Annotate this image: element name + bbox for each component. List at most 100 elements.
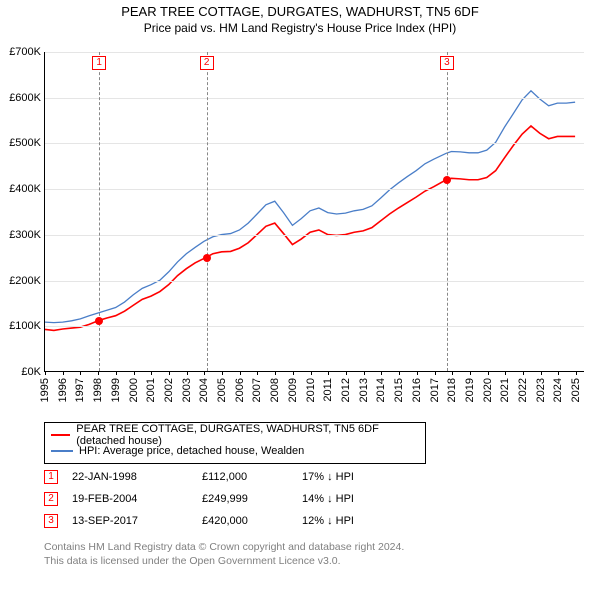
x-tick-label: 1999 [110,378,122,402]
x-tick [151,371,152,375]
sale-diff: 17% ↓ HPI [302,471,402,483]
y-tick-label: £200K [9,275,41,287]
sale-marker-box: 3 [440,56,454,70]
x-tick [98,371,99,375]
sale-date: 13-SEP-2017 [72,515,202,527]
x-tick-label: 2011 [322,378,334,402]
x-tick [470,371,471,375]
gridline [45,235,584,236]
y-tick-label: £300K [9,229,41,241]
gridline [45,281,584,282]
legend-row: PEAR TREE COTTAGE, DURGATES, WADHURST, T… [51,427,419,443]
sale-price: £249,999 [202,493,302,505]
x-tick [257,371,258,375]
gridline [45,52,584,53]
x-tick-label: 2002 [163,378,175,402]
sale-marker-line [207,52,208,371]
x-tick [505,371,506,375]
sale-marker-box: 1 [92,56,106,70]
y-tick-label: £0K [21,366,41,378]
y-tick-label: £400K [9,183,41,195]
sales-table: 122-JAN-1998£112,00017% ↓ HPI219-FEB-200… [44,466,402,532]
x-tick-label: 2004 [198,378,210,402]
sales-row: 122-JAN-1998£112,00017% ↓ HPI [44,466,402,488]
legend-swatch [51,434,70,436]
x-tick [541,371,542,375]
x-tick [435,371,436,375]
chart-title: PEAR TREE COTTAGE, DURGATES, WADHURST, T… [0,4,600,19]
x-tick-label: 2006 [234,378,246,402]
x-tick [293,371,294,375]
x-tick [204,371,205,375]
y-tick-label: £700K [9,46,41,58]
x-tick-label: 2021 [499,378,511,402]
x-tick-label: 2007 [251,378,263,402]
x-tick-label: 2008 [269,378,281,402]
x-tick-label: 2025 [570,378,582,402]
sale-marker-line [447,52,448,371]
x-tick-label: 2013 [358,378,370,402]
x-tick-label: 2022 [517,378,529,402]
x-tick-label: 2003 [181,378,193,402]
sale-date: 19-FEB-2004 [72,493,202,505]
sale-index-box: 3 [44,514,58,528]
x-tick [80,371,81,375]
sales-row: 3 13-SEP-2017£420,00012% ↓ HPI [44,510,402,532]
x-tick-label: 1996 [57,378,69,402]
x-tick-label: 2012 [340,378,352,402]
x-tick [488,371,489,375]
gridline [45,326,584,327]
legend-label: HPI: Average price, detached house, Weal… [79,445,304,457]
x-tick [134,371,135,375]
sale-index-box: 1 [44,470,58,484]
sale-marker-box: 2 [200,56,214,70]
x-tick [169,371,170,375]
gridline [45,189,584,190]
x-tick [45,371,46,375]
sale-diff: 14% ↓ HPI [302,493,402,505]
x-tick [240,371,241,375]
x-tick-label: 2015 [393,378,405,402]
footer-line: This data is licensed under the Open Gov… [44,554,404,568]
x-tick-label: 2009 [287,378,299,402]
plot-area: £0K£100K£200K£300K£400K£500K£600K£700K19… [44,52,584,372]
x-tick-label: 2020 [482,378,494,402]
x-tick-label: 2005 [216,378,228,402]
x-tick [417,371,418,375]
series-lines [45,52,584,371]
sale-diff: 12% ↓ HPI [302,515,402,527]
x-tick-label: 2019 [464,378,476,402]
x-tick-label: 1995 [39,378,51,402]
legend: PEAR TREE COTTAGE, DURGATES, WADHURST, T… [44,422,426,464]
sale-price: £420,000 [202,515,302,527]
x-tick-label: 2014 [375,378,387,402]
x-tick [364,371,365,375]
legend-swatch [51,450,73,452]
x-tick-label: 1997 [74,378,86,402]
x-tick-label: 2016 [411,378,423,402]
x-tick [116,371,117,375]
gridline [45,143,584,144]
x-tick [187,371,188,375]
x-tick-label: 2001 [145,378,157,402]
sale-index-box: 2 [44,492,58,506]
y-tick-label: £600K [9,92,41,104]
sale-marker-dot [95,317,103,325]
title-block: PEAR TREE COTTAGE, DURGATES, WADHURST, T… [0,0,600,35]
series-line [45,126,575,330]
x-tick-label: 2018 [446,378,458,402]
legend-label: PEAR TREE COTTAGE, DURGATES, WADHURST, T… [76,423,419,447]
x-tick [328,371,329,375]
x-tick-label: 2010 [305,378,317,402]
sale-date: 22-JAN-1998 [72,471,202,483]
x-tick [558,371,559,375]
series-line [45,91,575,323]
x-tick-label: 2000 [128,378,140,402]
x-tick [523,371,524,375]
x-tick [452,371,453,375]
gridline [45,98,584,99]
x-tick [576,371,577,375]
x-tick [311,371,312,375]
chart-container: PEAR TREE COTTAGE, DURGATES, WADHURST, T… [0,0,600,590]
x-tick [275,371,276,375]
